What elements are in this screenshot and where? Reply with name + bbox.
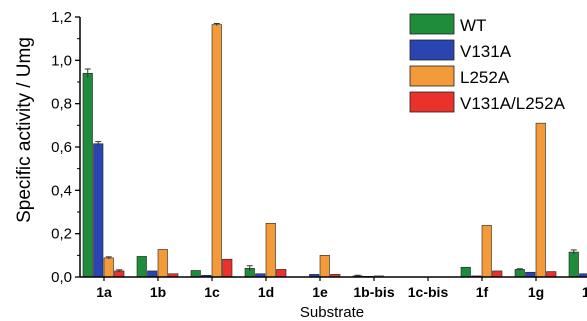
bar <box>82 73 93 278</box>
x-tick-label: 1h <box>582 284 587 300</box>
bar <box>535 122 546 278</box>
bar <box>568 251 579 278</box>
legend-swatch <box>409 91 455 113</box>
bars <box>82 23 587 278</box>
bar <box>514 269 525 278</box>
bar <box>211 24 222 278</box>
x-tick-label: 1d <box>258 284 274 300</box>
bar <box>103 257 114 278</box>
bar <box>190 270 201 278</box>
x-tick-label: 1g <box>528 284 544 300</box>
bar <box>460 266 471 278</box>
bar <box>136 256 147 278</box>
legend-swatch <box>409 13 455 35</box>
x-tick-label: 1c-bis <box>408 284 449 300</box>
y-tick-label: 1,2 <box>51 9 72 26</box>
legend-label: L252A <box>460 68 510 87</box>
bar <box>93 143 104 278</box>
y-tick-label: 0,8 <box>51 96 72 113</box>
legend-label: V131A/L252A <box>460 94 566 113</box>
legend: WT V131A L252A V131A/L252A <box>409 13 566 113</box>
x-axis-title: Substrate <box>300 304 364 321</box>
bar <box>147 270 158 278</box>
bar <box>481 225 492 278</box>
bar <box>222 258 233 278</box>
legend-swatch <box>409 39 455 61</box>
y-tick-label: 0,4 <box>51 182 72 199</box>
y-axis-title: Specific activity / Umg <box>14 37 35 223</box>
legend-swatch <box>409 65 455 87</box>
y-tick-label: 0,6 <box>51 139 72 156</box>
bar <box>157 249 168 278</box>
x-tick-label: 1b-bis <box>353 284 394 300</box>
bar <box>546 271 557 278</box>
y-tick-label: 1,0 <box>51 52 72 69</box>
x-tick-label: 1b <box>150 284 166 300</box>
bar <box>265 222 276 278</box>
x-axis: 1a 1b 1c 1d 1e 1b-bis 1c-bis 1f 1g 1h <box>96 277 587 300</box>
x-tick-label: 1e <box>312 284 328 300</box>
y-tick-label: 0,2 <box>51 226 72 243</box>
bar <box>276 269 287 278</box>
bar <box>492 270 503 278</box>
legend-label: WT <box>460 16 486 35</box>
bar <box>319 255 330 278</box>
y-tick-label: 0,0 <box>51 269 72 286</box>
legend-label: V131A <box>460 42 512 61</box>
x-tick-label: 1c <box>204 284 220 300</box>
x-tick-label: 1a <box>96 284 112 300</box>
x-tick-label: 1f <box>476 284 489 300</box>
y-axis: 0,0 0,2 0,4 0,6 0,8 1,0 1,2 <box>51 9 80 286</box>
